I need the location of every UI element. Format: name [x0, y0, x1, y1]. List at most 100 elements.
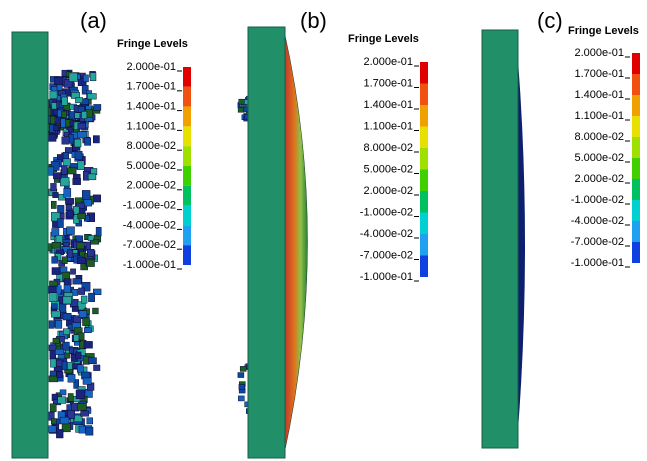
- debris-block: [73, 379, 79, 389]
- debris-block: [83, 327, 92, 334]
- debris-block: [238, 395, 245, 402]
- color-bar-segment: [420, 126, 428, 148]
- color-bar-segment: [420, 83, 428, 105]
- debris-block: [56, 429, 64, 439]
- debris-block: [85, 426, 94, 436]
- debris-block: [238, 98, 245, 105]
- debris-block: [74, 138, 82, 148]
- debris-block: [62, 151, 69, 160]
- debris-block: [72, 278, 82, 285]
- debris-block: [56, 371, 64, 378]
- debris-block: [68, 72, 78, 82]
- debris-block: [61, 256, 68, 264]
- debris-block: [88, 357, 97, 365]
- debris-block: [61, 110, 67, 119]
- debris-block: [49, 403, 57, 413]
- color-bar-segment: [183, 126, 191, 147]
- debris-block: [59, 389, 67, 396]
- color-bar-segment: [420, 148, 428, 170]
- debris-block: [61, 136, 70, 145]
- color-bar-segment: [420, 62, 428, 84]
- panel-label: (a): [80, 8, 107, 33]
- debris-block: [48, 344, 57, 351]
- debris-block: [67, 167, 77, 175]
- debris-block: [50, 161, 60, 171]
- debris-block: [81, 281, 91, 292]
- debris-block: [53, 124, 60, 131]
- level-label: 1.400e-01: [126, 101, 176, 113]
- color-bar-segment: [632, 95, 640, 116]
- debris-block: [80, 410, 90, 417]
- debris-block: [59, 416, 70, 425]
- debris-block: [237, 372, 245, 378]
- level-label: 2.000e-02: [126, 180, 176, 192]
- debris-block: [87, 173, 97, 181]
- color-bar-segment: [420, 191, 428, 213]
- debris-block: [56, 218, 64, 228]
- debris-block: [49, 292, 58, 302]
- level-label: -7.000e-02: [571, 236, 624, 248]
- debris-block: [65, 198, 75, 205]
- debris-block: [77, 131, 87, 139]
- debris-block: [50, 183, 57, 192]
- debris-block: [88, 292, 95, 302]
- debris-block: [63, 278, 72, 286]
- debris-block: [77, 403, 87, 411]
- debris-block: [50, 418, 57, 425]
- debris-block: [93, 104, 102, 111]
- level-label: -4.000e-02: [123, 219, 176, 231]
- color-bar-segment: [632, 242, 640, 263]
- level-label: 2.000e-01: [126, 61, 176, 73]
- debris-block: [73, 334, 80, 342]
- debris-block: [60, 118, 67, 128]
- legend-title: Fringe Levels: [568, 25, 639, 37]
- debris-block: [81, 190, 91, 200]
- debris-block: [51, 102, 57, 110]
- debris-block: [51, 212, 61, 222]
- level-label: 2.000e-02: [363, 185, 413, 197]
- level-label: -1.000e-01: [123, 259, 176, 271]
- debris-block: [49, 370, 57, 377]
- level-label: 1.400e-01: [574, 89, 624, 101]
- plate: [481, 29, 519, 449]
- debris-block: [70, 268, 76, 275]
- panel-label: (b): [300, 8, 327, 33]
- color-bar-segment: [632, 74, 640, 95]
- level-label: 1.100e-01: [574, 110, 624, 122]
- debris-block: [92, 194, 101, 203]
- debris-block: [80, 295, 88, 304]
- debris-block: [66, 209, 74, 218]
- level-label: 5.000e-02: [363, 163, 413, 175]
- color-bar-segment: [420, 212, 428, 234]
- debris-block: [93, 364, 101, 371]
- debris-block: [83, 74, 89, 83]
- debris-block: [62, 158, 71, 167]
- debris-block: [67, 393, 74, 402]
- debris-block: [67, 249, 74, 258]
- debris-block: [57, 205, 65, 213]
- debris-block: [63, 79, 73, 88]
- debris-block: [92, 307, 99, 315]
- debris-block: [83, 341, 93, 349]
- debris-block: [57, 396, 66, 404]
- debris-block: [86, 259, 95, 267]
- debris-block: [71, 306, 79, 312]
- level-label: 5.000e-02: [126, 160, 176, 172]
- debris-block: [49, 350, 57, 360]
- debris-block: [66, 226, 75, 235]
- legend-title: Fringe Levels: [117, 38, 188, 50]
- debris-block: [84, 137, 91, 146]
- debris-block: [67, 374, 76, 383]
- debris-block: [89, 238, 100, 245]
- debris-block: [77, 160, 85, 170]
- level-label: 8.000e-02: [574, 131, 624, 143]
- debris-block: [51, 310, 61, 318]
- debris-block: [49, 280, 58, 287]
- level-label: 8.000e-02: [363, 142, 413, 154]
- debris-block: [51, 241, 62, 249]
- debris-block: [87, 235, 94, 241]
- debris-block: [75, 351, 82, 360]
- debris-block: [82, 377, 92, 385]
- plate: [11, 31, 49, 459]
